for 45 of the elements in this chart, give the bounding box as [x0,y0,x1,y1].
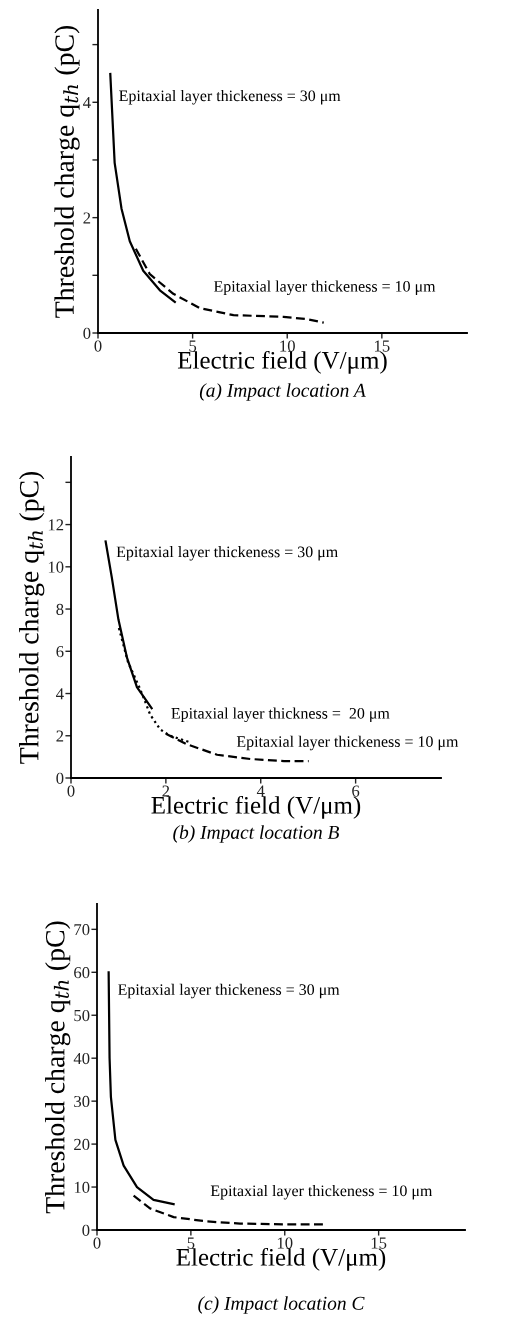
y-tick-label: 60 [74,966,90,979]
y-axis-title: Threshold charge q$_{th}$ (pC) [45,921,71,1214]
series-label: Epitaxial layer thickeness = 30 μm [119,89,341,105]
y-tick-label: 10 [48,561,64,573]
x-tick-label: 15 [374,340,390,352]
series-label: Epitaxial layer thickeness = 10 μm [213,280,436,296]
x-tick-label: 5 [189,340,197,352]
y-tick-label: 0 [82,1224,90,1236]
y-tick-label: 6 [56,646,64,658]
series-label: Epitaxial layer thickeness = 30 μm [118,983,340,999]
y-tick-label: 8 [56,603,64,615]
series-label: Epitaxial layer thickeness = 30 μm [116,546,338,561]
text: (b) Impact location B [173,825,339,843]
x-tick-label: 0 [93,1237,101,1249]
text: (c) Impact location C [198,1296,365,1314]
series-label: Epitaxial layer thickeness = 10 μm [210,1184,433,1200]
y-tick-label: 0 [83,327,91,339]
x-tick-label: 2 [162,785,170,797]
text: (a) Impact location A [199,383,366,401]
y-tick-label: 30 [74,1095,90,1108]
x-tick-label: 5 [187,1237,195,1249]
x-axis-title: Electric field (V/μm) [151,795,361,819]
y-tick-label: 50 [74,1009,90,1022]
y-tick-label: 40 [73,1052,90,1065]
x-tick-label: 0 [94,340,102,352]
y-axis-title: Threshold charge q$_{th}$ (pC) [54,25,80,318]
series-label: Epitaxial layer thickeness = 10 μm [236,735,459,751]
x-tick-label: 15 [371,1237,387,1249]
y-tick-label: 20 [74,1138,90,1151]
y-tick-label: 2 [83,212,91,224]
x-tick-label: 6 [352,785,360,797]
y-tick-label: 4 [83,97,91,109]
y-tick-label: 2 [56,730,64,742]
x-axis-title: Electric field (V/μm) [176,1247,386,1271]
series-label: Epitaxial layer thickness = 20 μm [171,707,390,723]
x-tick-label: 10 [280,340,295,352]
y-tick-label: 12 [48,519,64,531]
x-axis-title: Electric field (V/μm) [177,350,387,374]
y-tick-label: 0 [56,772,64,784]
y-tick-label: 70 [74,924,90,936]
x-tick-label: 10 [277,1237,293,1249]
y-tick-label: 4 [56,688,64,700]
y-axis-title: Threshold charge q$_{th}$ (pC) [19,471,45,764]
y-tick-label: 10 [74,1181,90,1193]
x-tick-label: 4 [256,785,265,797]
